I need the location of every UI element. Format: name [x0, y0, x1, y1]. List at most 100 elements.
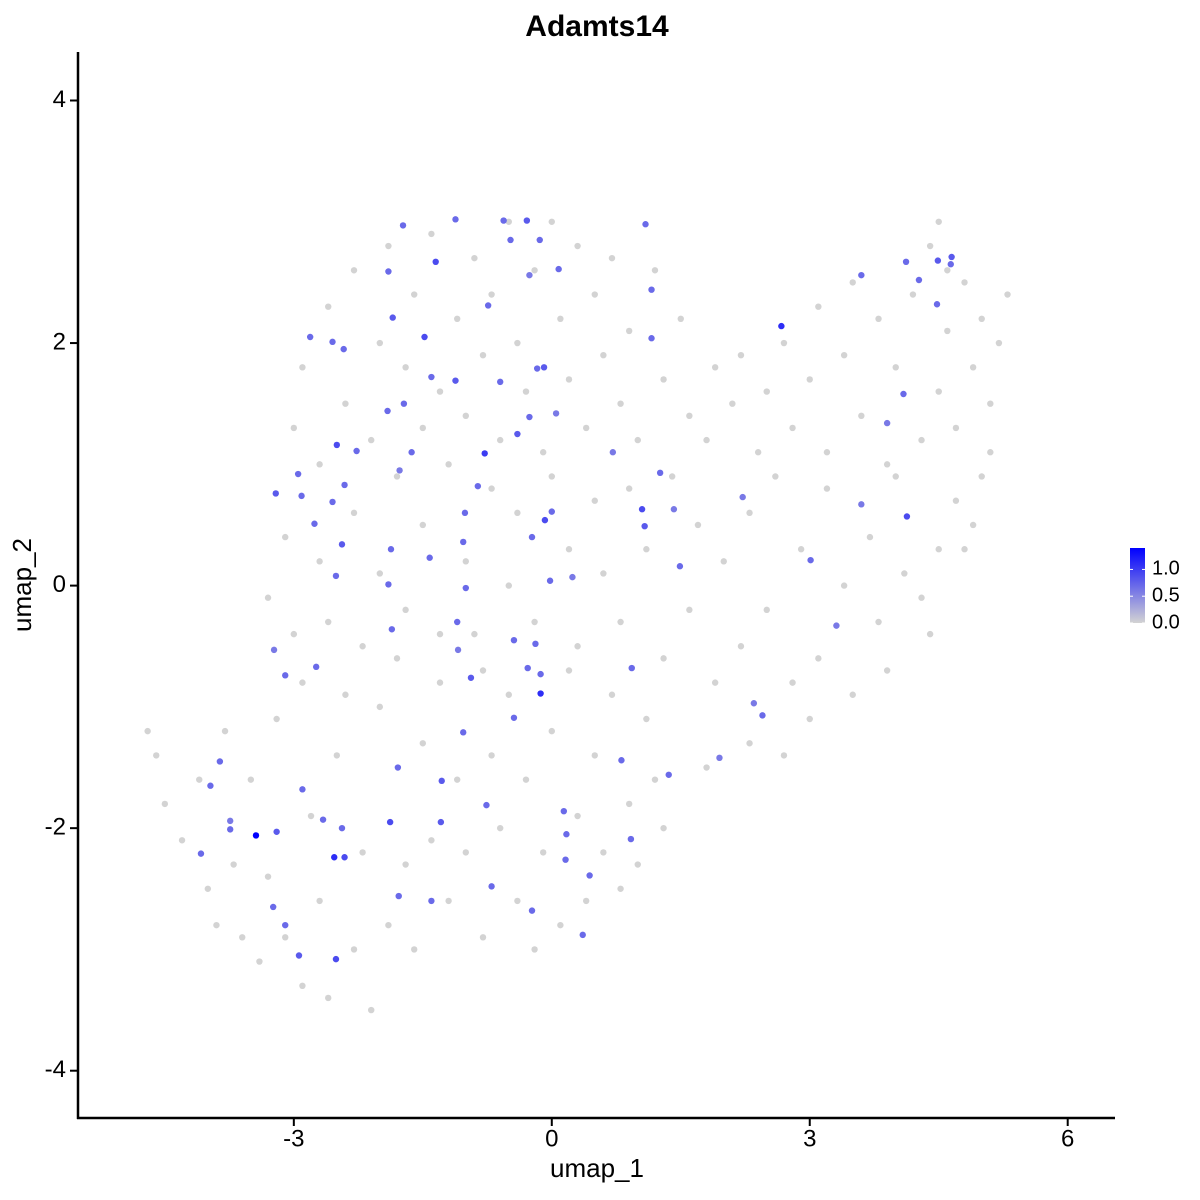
point [316, 461, 323, 468]
point [833, 622, 840, 629]
point [341, 854, 348, 861]
point [319, 816, 327, 823]
point [325, 618, 332, 626]
point [883, 419, 891, 427]
point [341, 481, 348, 489]
point [325, 303, 332, 310]
point [460, 729, 467, 736]
point [617, 618, 624, 626]
point [282, 533, 289, 541]
point [384, 407, 391, 415]
point [582, 424, 590, 432]
point [479, 667, 487, 674]
point [256, 958, 263, 965]
point [299, 679, 306, 686]
point [703, 764, 710, 771]
point [178, 837, 186, 844]
point [670, 506, 678, 513]
point [306, 333, 314, 341]
x-tick-label: -3 [283, 1125, 304, 1152]
point [462, 558, 470, 565]
point [436, 388, 444, 395]
point [270, 646, 278, 654]
point [858, 412, 865, 420]
point [325, 994, 332, 1002]
point [393, 655, 401, 662]
point [648, 286, 655, 293]
point [333, 752, 341, 759]
point [926, 242, 934, 250]
point [385, 268, 392, 275]
point [368, 1006, 375, 1014]
point [342, 400, 349, 407]
point [359, 849, 366, 856]
point [294, 470, 302, 478]
point [500, 217, 507, 224]
point [918, 436, 925, 444]
point [376, 339, 384, 347]
point [247, 776, 255, 783]
axes: -3 0 3 6 -4 -2 0 2 4 [45, 52, 1115, 1152]
point [643, 715, 650, 723]
point [221, 727, 229, 735]
y-tick-label: 2 [53, 328, 66, 355]
point [935, 388, 942, 395]
point [481, 450, 488, 457]
point [565, 376, 573, 383]
point [961, 279, 968, 286]
point [273, 715, 280, 723]
point [552, 410, 560, 417]
point [316, 897, 323, 905]
point [196, 776, 203, 783]
point [746, 509, 753, 517]
point [978, 315, 985, 323]
point [634, 436, 641, 444]
point [600, 849, 607, 856]
point [505, 691, 512, 698]
point [311, 520, 318, 527]
point [875, 618, 882, 626]
point [479, 934, 487, 941]
point [331, 854, 338, 861]
point [789, 679, 796, 686]
point [866, 533, 874, 541]
point [428, 897, 435, 905]
point [651, 776, 659, 783]
point [918, 594, 925, 601]
point [282, 921, 289, 929]
point [213, 921, 220, 929]
point [763, 606, 770, 614]
x-tick-label: 0 [545, 1125, 558, 1152]
x-tick-label: 6 [1061, 1125, 1074, 1152]
point [526, 271, 533, 279]
point [716, 754, 723, 762]
point [694, 521, 702, 529]
point [230, 861, 237, 868]
point [909, 291, 917, 298]
point [290, 424, 298, 432]
y-tick-label: -4 [45, 1056, 66, 1083]
point [915, 276, 923, 284]
point [737, 643, 745, 650]
point [452, 377, 459, 384]
point [462, 584, 470, 592]
colorbar [1130, 548, 1145, 623]
point [282, 672, 289, 679]
point [539, 449, 547, 456]
point [452, 216, 459, 223]
point [557, 315, 564, 323]
point [772, 473, 779, 480]
point [436, 679, 444, 686]
point [488, 883, 495, 890]
point [560, 807, 568, 815]
point [537, 670, 544, 678]
point [569, 573, 576, 581]
point [524, 664, 531, 672]
point [537, 690, 544, 697]
point [533, 365, 541, 372]
point [883, 667, 891, 674]
point [528, 533, 536, 541]
point [875, 315, 882, 323]
point [978, 473, 985, 480]
y-tick-label: 0 [53, 571, 66, 598]
